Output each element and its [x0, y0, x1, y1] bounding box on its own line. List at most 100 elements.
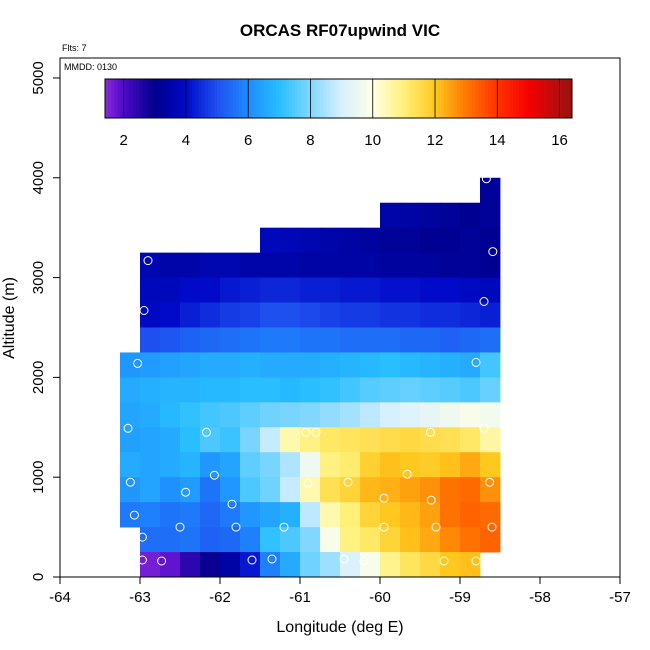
heatmap-cell — [460, 427, 481, 453]
heatmap-cell — [400, 252, 421, 278]
colorbar-segment — [241, 79, 246, 118]
sample-point — [479, 423, 489, 433]
heatmap-cell — [260, 327, 281, 353]
colorbar-tick-label: 4 — [182, 132, 190, 149]
heatmap-cell — [220, 352, 241, 378]
heatmap-cell — [240, 502, 261, 528]
colorbar-segment — [360, 79, 364, 118]
colorbar-segment — [438, 79, 442, 118]
colorbar-segment — [472, 79, 476, 118]
heatmap-cell — [220, 252, 241, 278]
heatmap-cell — [260, 252, 281, 278]
colorbar-segment — [176, 79, 181, 118]
heatmap-cell — [260, 502, 281, 528]
heatmap-cell — [220, 377, 241, 403]
heatmap-cell — [120, 427, 141, 453]
colorbar-segment — [391, 79, 396, 118]
heatmap-cell — [220, 452, 241, 478]
heatmap-cell — [480, 177, 501, 204]
colorbar-segment — [105, 79, 109, 118]
colorbar-segment — [248, 79, 252, 118]
colorbar-segment — [245, 79, 249, 118]
colorbar-segment — [506, 79, 511, 118]
sample-point — [247, 555, 257, 565]
heatmap-cell — [320, 352, 341, 378]
colorbar-tick-label: 2 — [120, 132, 128, 149]
colorbar-segment — [126, 79, 131, 118]
heatmap-cell — [240, 327, 261, 353]
heatmap-cell — [480, 502, 501, 528]
sample-point — [471, 556, 481, 566]
colorbar-segment — [497, 79, 501, 118]
colorbar-segment — [288, 79, 293, 118]
heatmap-cell — [320, 477, 341, 503]
heatmap-cell — [460, 502, 481, 528]
heatmap-cell — [420, 402, 441, 428]
colorbar-segment — [270, 79, 274, 118]
heatmap-cell — [340, 552, 361, 578]
colorbar-segment — [332, 79, 336, 118]
heatmap-cell — [400, 277, 421, 303]
heatmap-cell — [420, 527, 441, 553]
heatmap-cell — [460, 377, 481, 403]
heatmap-cell — [220, 427, 241, 453]
colorbar-segment — [397, 79, 402, 118]
heatmap-cell — [180, 327, 201, 353]
sample-point — [123, 423, 133, 433]
y-tick-label: 4000 — [30, 161, 47, 194]
heatmap-cell — [460, 527, 481, 553]
colorbar-segment — [319, 79, 324, 118]
plot-frame — [59, 57, 621, 578]
heatmap-cell — [180, 252, 201, 278]
heatmap-cell — [360, 527, 381, 553]
colorbar-segment — [139, 79, 143, 118]
heatmap-cell — [180, 352, 201, 378]
heatmap-cell — [380, 377, 401, 403]
colorbar-segment — [276, 79, 280, 118]
heatmap-cell — [160, 377, 181, 403]
sample-point — [487, 522, 497, 532]
sample-point — [133, 358, 143, 368]
heatmap-cell — [420, 277, 441, 303]
heatmap-cell — [440, 252, 461, 278]
heatmap-cell — [480, 527, 501, 553]
heatmap-cell — [480, 302, 501, 328]
sample-point — [481, 174, 491, 184]
colorbar-segment — [556, 79, 561, 118]
heatmap-cell — [340, 252, 361, 278]
heatmap-cell — [280, 302, 301, 328]
colorbar-segment — [450, 79, 455, 118]
heatmap-cell — [300, 377, 321, 403]
heatmap-cell — [300, 552, 321, 578]
colorbar-tick-label: 12 — [427, 132, 444, 149]
sample-point — [139, 306, 149, 315]
colorbar-segment — [133, 79, 137, 118]
heatmap-cell — [380, 352, 401, 378]
colorbar-segment — [385, 79, 389, 118]
date-note: MMDD: 0130 — [64, 62, 117, 72]
heatmap-cell — [360, 327, 381, 353]
colorbar-segment — [114, 79, 118, 118]
heatmap-cell — [120, 402, 141, 428]
colorbar-tick-label: 16 — [551, 132, 568, 149]
colorbar-segment — [350, 79, 355, 118]
sample-point — [227, 499, 237, 509]
heatmap-cell — [300, 502, 321, 528]
sample-point — [343, 477, 353, 487]
heatmap-cell — [260, 477, 281, 503]
heatmap-cell — [120, 452, 141, 478]
heatmap-cell — [440, 427, 461, 453]
heatmap-cell — [440, 327, 461, 353]
heatmap-cell — [460, 327, 481, 353]
colorbar-segment — [525, 79, 529, 118]
heatmap-cell — [400, 402, 421, 428]
heatmap-cell — [340, 477, 361, 503]
colorbar-segment — [285, 79, 290, 118]
colorbar-segment — [304, 79, 308, 118]
heatmap-cell — [480, 427, 501, 453]
heatmap-cell — [280, 352, 301, 378]
colorbar-segment — [512, 79, 517, 118]
heatmap-cell — [280, 402, 301, 428]
colorbar-segment — [369, 79, 374, 118]
heatmap-cell — [320, 527, 341, 553]
